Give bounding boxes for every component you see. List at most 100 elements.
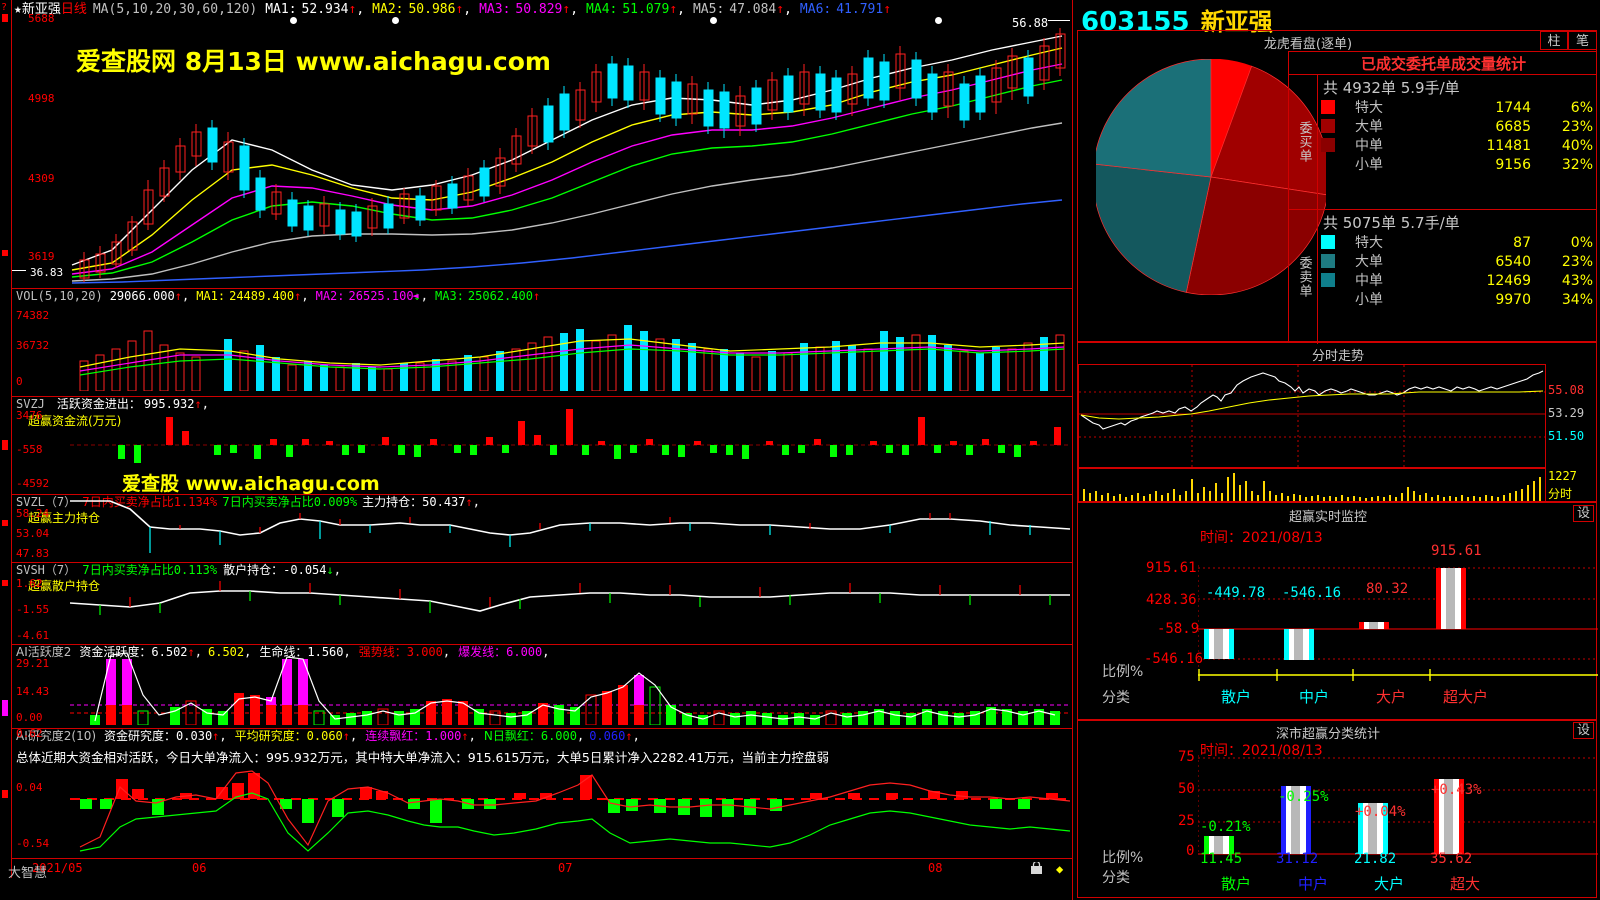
tab-column[interactable]: 柱 bbox=[1540, 31, 1568, 50]
monitor-settings-button[interactable]: 设 bbox=[1572, 505, 1594, 522]
svsh-canvas[interactable] bbox=[70, 563, 1070, 641]
buy-rows: 特大 1744 6% 大单 6685 23% 中单 bbox=[1319, 99, 1595, 175]
ai-research-summary: 总体近期大资金相对活跃，今日大单净流入：995.932万元，其中特大单净流入：9… bbox=[16, 750, 830, 765]
ai-research-panel[interactable]: AI研究度2(10) 资金研究度：0.030↑, 平均研究度：0.060↑, 连续飘红… bbox=[12, 727, 1072, 858]
buy-pct-l: 23% bbox=[1561, 119, 1593, 135]
sell-value-l: 6540 bbox=[1495, 254, 1531, 270]
ma6-line bbox=[71, 199, 1063, 284]
svsh-axis-0: 1.62 bbox=[16, 577, 43, 590]
ma1-arrow: ↑ bbox=[348, 2, 357, 17]
pie-slice-buy-m bbox=[1185, 176, 1328, 296]
rail-marker-2 bbox=[2, 250, 8, 256]
svzl-axis-2: 47.83 bbox=[16, 547, 50, 560]
ai-activity-v1b: 6.502 bbox=[208, 645, 245, 659]
table-row[interactable]: 大单 6685 23% bbox=[1319, 118, 1595, 137]
order-stats-box: 已成交委托单成交量统计 委买单 共 4932单 5.9手/单 特大 1744 6… bbox=[1288, 51, 1597, 344]
monitor-cat-1: 中户 bbox=[1299, 688, 1330, 706]
intraday-y-1: 53.29 bbox=[1548, 406, 1585, 420]
monitor-ratio-label: 比例% bbox=[1102, 664, 1144, 680]
ma4-arrow: ↑ bbox=[669, 2, 678, 17]
svzj-axis-0: 3476 bbox=[16, 409, 43, 422]
monitor-cat-3: 超大户 bbox=[1443, 688, 1489, 706]
scroll-arrow-icon[interactable]: ◆ bbox=[1056, 862, 1064, 876]
classify-panel[interactable]: 深市超赢分类统计 设 时间：2021/08/13 75 50 25 0 bbox=[1077, 720, 1598, 898]
ai-research-v3: 1.000 bbox=[425, 729, 462, 743]
monitor-panel[interactable]: 超赢实时监控 设 时间：2021/08/13 915.61 428.36 -58… bbox=[1077, 502, 1598, 720]
rail-marker-1 bbox=[2, 14, 8, 22]
ma1-label: MA1: bbox=[265, 2, 297, 17]
sell-side-label: 委卖单 bbox=[1291, 232, 1317, 322]
stats-divider-1 bbox=[1289, 74, 1596, 75]
sell-swatch-m bbox=[1321, 273, 1335, 287]
ai-activity-panel[interactable]: AI活跃度2 资金活跃度：6.502↑, 6.502, 生命线：1.560, 强势线：3… bbox=[12, 644, 1072, 726]
classify-ytick-0: 75 bbox=[1178, 749, 1195, 765]
ai-research-canvas[interactable] bbox=[70, 763, 1070, 855]
classify-ytick-1: 50 bbox=[1178, 781, 1195, 797]
svzl-v3: 50.437 bbox=[422, 495, 466, 509]
vol-ma2-value: 26525.100 bbox=[348, 289, 414, 303]
vol-ma1-arrow: ↑ bbox=[294, 289, 302, 303]
period-label[interactable]: 日线 bbox=[60, 2, 87, 17]
table-row[interactable]: 特大 87 0% bbox=[1319, 234, 1595, 253]
classify-chart-canvas[interactable] bbox=[1198, 755, 1598, 865]
favorite-star-icon[interactable]: ★ bbox=[14, 2, 22, 17]
right-stock-name: 新亚强 bbox=[1200, 8, 1273, 36]
classify-settings-button[interactable]: 设 bbox=[1572, 722, 1594, 739]
monitor-bar-1 bbox=[1284, 629, 1314, 660]
kline-canvas[interactable] bbox=[12, 20, 1072, 285]
intraday-y-2: 51.50 bbox=[1548, 429, 1585, 443]
intraday-volume-area[interactable] bbox=[1078, 468, 1546, 502]
monitor-ytick-0: 915.61 bbox=[1146, 560, 1197, 576]
svzl-canvas[interactable] bbox=[70, 495, 1070, 559]
svsh-v1: 0.113% bbox=[173, 563, 218, 577]
monitor-time-label: 时间： bbox=[1200, 530, 1242, 546]
svsh-v2: -0.054 bbox=[283, 563, 327, 577]
vol-ma3-line bbox=[79, 348, 1065, 376]
table-row[interactable]: 中单 12469 43% bbox=[1319, 272, 1595, 291]
svzj-canvas[interactable] bbox=[70, 397, 1070, 493]
table-row[interactable]: 小单 9970 34% bbox=[1319, 291, 1595, 310]
intraday-panel[interactable]: 分时走势 55.08 53.29 51.50 bbox=[1077, 342, 1597, 502]
intraday-price-area[interactable] bbox=[1078, 364, 1546, 468]
svzl-t3: 主力持仓： bbox=[362, 495, 423, 509]
ai-activity-t1: 资金活跃度： bbox=[79, 645, 152, 659]
vol-panel[interactable]: VOL(5,10,20) 29066.000↑, MA1: 24489.400↑, MA… bbox=[12, 288, 1072, 394]
ai-research-t2: 平均研究度： bbox=[234, 729, 307, 743]
sell-pct-m: 43% bbox=[1561, 273, 1593, 289]
vol-ma1-line bbox=[79, 338, 1065, 368]
svzl-panel[interactable]: SVZL（7） 7日内买卖净占比1.134% 7日内买卖净占比0.009% 主力持仓：… bbox=[12, 494, 1072, 560]
ma3-line bbox=[71, 63, 1063, 275]
rail-marker-top: ? bbox=[1, 2, 8, 13]
ai-activity-canvas[interactable] bbox=[70, 645, 1070, 725]
svsh-panel[interactable]: SVSH（7） 7日内买卖净占比0.113% 散户持仓：-0.054↓, 超赢散户持… bbox=[12, 562, 1072, 642]
order-stats-title: 已成交委托单成交量统计 bbox=[1360, 55, 1526, 73]
time-axis-2: 07 bbox=[558, 861, 573, 875]
classify-cat-2: 大户 bbox=[1374, 875, 1405, 893]
ai-research-title: AI研究度2(10) 资金研究度：0.030↑, 平均研究度：0.060↑, 连续飘红… bbox=[16, 729, 640, 743]
stock-name-label: 新亚强 bbox=[21, 2, 61, 17]
table-row[interactable]: 特大 1744 6% bbox=[1319, 99, 1595, 118]
buy-value-s: 9156 bbox=[1495, 157, 1531, 173]
svsh-axis-2: -4.61 bbox=[16, 629, 50, 642]
tab-tick[interactable]: 笔 bbox=[1568, 31, 1597, 50]
svzj-panel[interactable]: SVZJ 活跃资金进出： 995.932↑, 超赢资金流(万元) 3476 -558… bbox=[12, 396, 1072, 495]
table-row[interactable]: 中单 11481 40% bbox=[1319, 137, 1595, 156]
order-pie-chart[interactable] bbox=[1092, 58, 1330, 296]
monitor-chart-canvas[interactable] bbox=[1198, 565, 1598, 685]
table-row[interactable]: 小单 9156 32% bbox=[1319, 156, 1595, 175]
svzj-title: SVZJ 活跃资金进出： 995.932↑, bbox=[16, 397, 209, 411]
vol-canvas[interactable] bbox=[70, 305, 1070, 391]
classify-value-3: 35.62 bbox=[1430, 851, 1473, 867]
table-row[interactable]: 大单 6540 23% bbox=[1319, 253, 1595, 272]
ai-activity-v2: 1.560 bbox=[307, 645, 344, 659]
vol-axis-2: 0 bbox=[16, 375, 23, 388]
svsh-main-line bbox=[70, 590, 1070, 612]
svzl-t2: 7日内买卖净占比 bbox=[222, 495, 314, 509]
kline-panel[interactable]: 5688 4998 4309 3619 36.83 爱查股网 8月13日 www… bbox=[12, 12, 1072, 285]
order-panel-title: 龙虎看盘(逐单) bbox=[1263, 37, 1353, 52]
right-info-column: 603155 新亚强 龙虎看盘(逐单) 柱 笔 已成交委托单成交量统计 bbox=[1072, 0, 1600, 900]
vol-formula: VOL(5,10,20) bbox=[16, 289, 103, 303]
ma-marker-dot-3 bbox=[710, 17, 717, 24]
sell-summary: 共 5075单 5.7手/单 bbox=[1323, 214, 1460, 232]
cursor-price-tag: 56.88 bbox=[1012, 16, 1049, 30]
